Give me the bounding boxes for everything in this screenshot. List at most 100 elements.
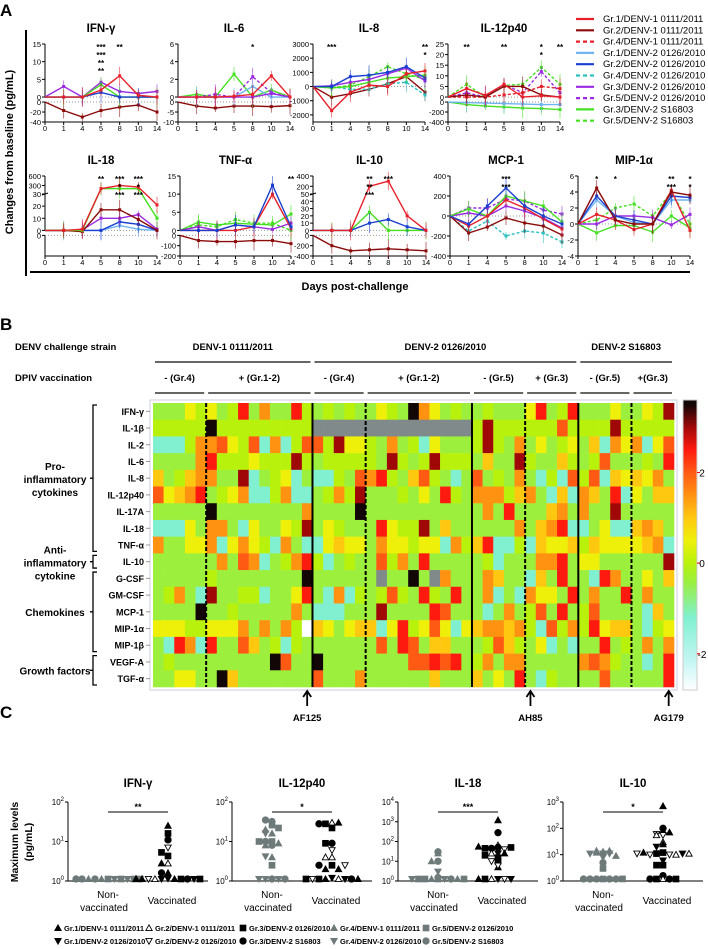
data-point — [330, 244, 334, 248]
heatmap-cell — [206, 553, 218, 571]
heatmap-cell — [482, 636, 494, 654]
heatmap-cell — [206, 536, 218, 554]
tick-base: 10 — [216, 798, 225, 807]
data-point — [62, 228, 66, 232]
heatmap-cell — [482, 570, 494, 588]
data-point — [521, 84, 525, 88]
legend-entry: Gr.5/DENV-2 0126/2010 — [603, 93, 705, 104]
heatmap-cell — [153, 620, 164, 638]
heatmap-cell — [450, 620, 462, 638]
heatmap-cell — [333, 453, 345, 471]
heatmap-cell — [174, 519, 186, 537]
subplot-title: IL-6 — [224, 23, 244, 35]
heatmap-cell — [620, 503, 632, 521]
heatmap-cell — [386, 486, 398, 504]
heatmap-cell — [333, 586, 345, 604]
y-tick-label: 0 — [172, 226, 176, 235]
heatmap-cell — [652, 469, 664, 487]
heatmap-cell — [301, 670, 313, 688]
heatmap-cell — [301, 570, 313, 588]
heatmap-cell — [610, 403, 622, 421]
heatmap-cell — [652, 570, 664, 588]
y-tick-label: -200 — [294, 242, 309, 251]
heatmap-cell — [525, 536, 537, 554]
square-marker — [481, 845, 489, 852]
heatmap-cell — [588, 486, 600, 504]
tick-base: 10 — [382, 877, 391, 886]
heatmap-cell — [642, 536, 654, 554]
heatmap-cell — [503, 553, 515, 571]
circle-marker — [434, 848, 442, 856]
legend-entry: Gr.5/DENV-2 S16803 — [603, 116, 693, 127]
heatmap-cell — [535, 553, 547, 571]
heatmap-cell — [397, 403, 409, 421]
heatmap-cell — [440, 503, 452, 521]
heatmap-cell — [578, 486, 590, 504]
category-label: Anti-inflammatory cytokine — [24, 546, 87, 583]
square-marker — [619, 875, 626, 883]
heatmap-cell — [195, 636, 207, 654]
tick-exponent: 3 — [556, 797, 560, 803]
tick-exponent: 0 — [391, 876, 395, 882]
heatmap-cell — [663, 503, 675, 521]
heatmap-cell — [663, 419, 675, 437]
circle-marker — [78, 875, 86, 883]
heatmap-cell — [450, 570, 462, 588]
row-label: G-CSF — [116, 574, 145, 584]
heatmap-cell — [631, 403, 643, 421]
significance-stars: *** — [134, 175, 144, 184]
square-marker — [255, 838, 263, 845]
heatmap-cell — [429, 536, 441, 554]
significance-stars: * — [118, 183, 122, 192]
row-label: IL-2 — [128, 440, 144, 450]
heatmap-cell — [525, 403, 537, 421]
heatmap-cell — [450, 453, 462, 471]
data-point — [595, 231, 599, 235]
triangle-up-marker — [652, 831, 661, 839]
heatmap-cell — [493, 453, 505, 471]
significance-stars: *** — [384, 175, 394, 184]
triangle-down-marker — [341, 862, 349, 870]
heatmap-cell — [599, 486, 611, 504]
triangle-up-marker — [672, 850, 680, 858]
heatmap-cell — [301, 603, 313, 621]
data-point — [632, 202, 636, 206]
triangle-down-marker — [190, 875, 198, 884]
heatmap-cell — [259, 436, 271, 454]
heatmap-cell — [514, 419, 526, 437]
triangle-up-marker — [605, 846, 614, 854]
heatmap-cell — [163, 436, 175, 454]
heatmap-cell — [546, 469, 558, 487]
heatmap-cell — [429, 636, 441, 654]
heatmap-cell — [440, 453, 452, 471]
heatmap-cell — [493, 553, 505, 571]
heatmap-cell — [557, 453, 568, 471]
heatmap-cell — [312, 403, 324, 421]
heatmap-cell — [153, 436, 164, 454]
heatmap-cell — [546, 486, 558, 504]
heatmap-cell — [525, 670, 537, 688]
heatmap-cell — [652, 453, 664, 471]
data-point — [504, 186, 508, 190]
data-point — [349, 249, 353, 253]
heatmap-cell — [557, 553, 568, 571]
data-point — [269, 92, 273, 96]
heatmap-cell — [174, 403, 186, 421]
heatmap-cell — [216, 570, 228, 588]
heatmap-cell — [269, 486, 281, 504]
sample-arrow-label: AG179 — [654, 713, 684, 724]
heatmap-cell — [163, 586, 175, 604]
heatmap-cell — [663, 603, 675, 621]
data-point — [232, 94, 236, 98]
heatmap-cell — [227, 519, 239, 537]
heatmap-cell — [546, 453, 558, 471]
heatmap-cell — [652, 620, 664, 638]
data-point — [502, 93, 506, 97]
heatmap-cell — [525, 419, 537, 437]
row-label: GM-CSF — [109, 591, 145, 601]
heatmap-cell — [642, 636, 654, 654]
colorbar — [682, 399, 698, 691]
x-tick-label: 4 — [349, 258, 353, 267]
heatmap-cell — [259, 486, 271, 504]
